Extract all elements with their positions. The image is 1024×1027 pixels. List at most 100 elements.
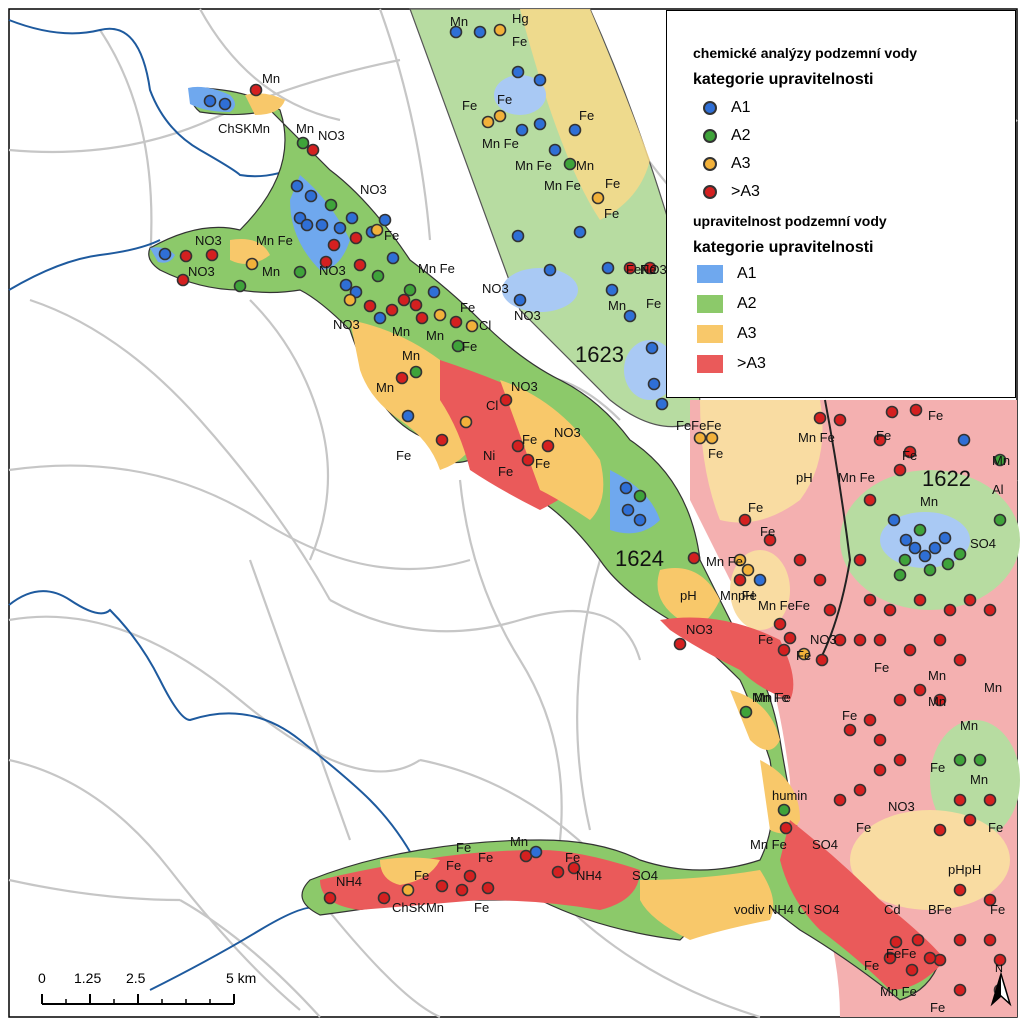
sample-point[interactable]	[885, 405, 899, 419]
sample-point[interactable]	[511, 65, 525, 79]
sample-point[interactable]	[306, 143, 320, 157]
sample-point[interactable]	[873, 433, 887, 447]
sample-point[interactable]	[963, 593, 977, 607]
sample-point[interactable]	[205, 248, 219, 262]
sample-point[interactable]	[324, 198, 338, 212]
sample-point[interactable]	[953, 753, 967, 767]
sample-point[interactable]	[339, 278, 353, 292]
sample-point[interactable]	[218, 97, 232, 111]
sample-point[interactable]	[953, 933, 967, 947]
sample-point[interactable]	[863, 593, 877, 607]
sample-point[interactable]	[513, 293, 527, 307]
sample-point[interactable]	[333, 221, 347, 235]
sample-point[interactable]	[409, 298, 423, 312]
sample-point[interactable]	[433, 308, 447, 322]
sample-point[interactable]	[733, 573, 747, 587]
sample-point[interactable]	[693, 431, 707, 445]
sample-point[interactable]	[499, 393, 513, 407]
sample-point[interactable]	[605, 283, 619, 297]
sample-point[interactable]	[481, 881, 495, 895]
sample-point[interactable]	[315, 218, 329, 232]
sample-point[interactable]	[983, 893, 997, 907]
sample-point[interactable]	[371, 269, 385, 283]
sample-point[interactable]	[323, 891, 337, 905]
sample-point[interactable]	[823, 603, 837, 617]
sample-point[interactable]	[963, 813, 977, 827]
sample-point[interactable]	[741, 563, 755, 577]
sample-point[interactable]	[933, 693, 947, 707]
sample-point[interactable]	[296, 136, 310, 150]
sample-point[interactable]	[397, 293, 411, 307]
sample-point[interactable]	[459, 415, 473, 429]
sample-point[interactable]	[385, 303, 399, 317]
sample-point[interactable]	[853, 783, 867, 797]
sample-point[interactable]	[493, 23, 507, 37]
sample-point[interactable]	[739, 705, 753, 719]
sample-point[interactable]	[176, 273, 190, 287]
sample-point[interactable]	[415, 311, 429, 325]
sample-point[interactable]	[893, 753, 907, 767]
sample-point[interactable]	[913, 523, 927, 537]
sample-point[interactable]	[887, 513, 901, 527]
sample-point[interactable]	[833, 793, 847, 807]
sample-point[interactable]	[481, 115, 495, 129]
sample-point[interactable]	[923, 951, 937, 965]
sample-point[interactable]	[511, 439, 525, 453]
sample-point[interactable]	[529, 845, 543, 859]
sample-point[interactable]	[993, 453, 1007, 467]
sample-point[interactable]	[543, 263, 557, 277]
sample-point[interactable]	[687, 551, 701, 565]
sample-point[interactable]	[451, 339, 465, 353]
sample-point[interactable]	[853, 633, 867, 647]
sample-point[interactable]	[738, 513, 752, 527]
sample-point[interactable]	[911, 933, 925, 947]
sample-point[interactable]	[449, 25, 463, 39]
sample-point[interactable]	[363, 299, 377, 313]
sample-point[interactable]	[797, 647, 811, 661]
sample-point[interactable]	[863, 493, 877, 507]
sample-point[interactable]	[304, 189, 318, 203]
sample-point[interactable]	[373, 311, 387, 325]
sample-point[interactable]	[783, 631, 797, 645]
sample-point[interactable]	[777, 643, 791, 657]
sample-point[interactable]	[633, 513, 647, 527]
sample-point[interactable]	[883, 951, 897, 965]
sample-point[interactable]	[573, 225, 587, 239]
sample-point[interactable]	[473, 25, 487, 39]
sample-point[interactable]	[293, 265, 307, 279]
sample-point[interactable]	[953, 793, 967, 807]
sample-point[interactable]	[435, 879, 449, 893]
sample-point[interactable]	[427, 285, 441, 299]
sample-point[interactable]	[903, 643, 917, 657]
sample-point[interactable]	[909, 403, 923, 417]
sample-point[interactable]	[777, 803, 791, 817]
sample-point[interactable]	[541, 439, 555, 453]
sample-point[interactable]	[873, 633, 887, 647]
sample-point[interactable]	[933, 633, 947, 647]
sample-point[interactable]	[813, 411, 827, 425]
sample-point[interactable]	[395, 371, 409, 385]
sample-point[interactable]	[249, 83, 263, 97]
sample-point[interactable]	[793, 553, 807, 567]
sample-point[interactable]	[993, 513, 1007, 527]
sample-point[interactable]	[203, 94, 217, 108]
sample-point[interactable]	[591, 191, 605, 205]
sample-point[interactable]	[923, 563, 937, 577]
sample-point[interactable]	[435, 433, 449, 447]
sample-point[interactable]	[918, 549, 932, 563]
sample-point[interactable]	[378, 213, 392, 227]
sample-points[interactable]	[158, 23, 1007, 997]
sample-point[interactable]	[813, 573, 827, 587]
sample-point[interactable]	[319, 255, 333, 269]
sample-point[interactable]	[370, 223, 384, 237]
sample-point[interactable]	[953, 983, 967, 997]
sample-point[interactable]	[345, 211, 359, 225]
sample-point[interactable]	[889, 935, 903, 949]
sample-point[interactable]	[898, 553, 912, 567]
sample-point[interactable]	[643, 261, 657, 275]
sample-point[interactable]	[327, 238, 341, 252]
sample-point[interactable]	[815, 653, 829, 667]
sample-point[interactable]	[938, 531, 952, 545]
sample-point[interactable]	[983, 933, 997, 947]
sample-point[interactable]	[465, 319, 479, 333]
